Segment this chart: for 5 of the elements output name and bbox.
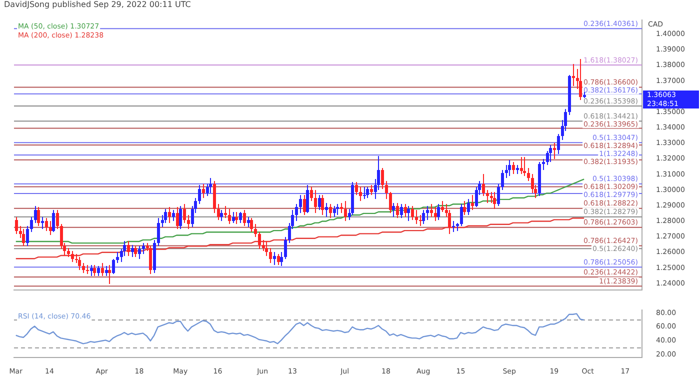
chart-title: DavidJSong published Sep 29, 2022 00:11 UTC [3, 0, 192, 10]
candlestick [363, 187, 366, 199]
candlestick [572, 64, 575, 86]
candlestick [419, 215, 422, 226]
candlestick [452, 221, 455, 232]
